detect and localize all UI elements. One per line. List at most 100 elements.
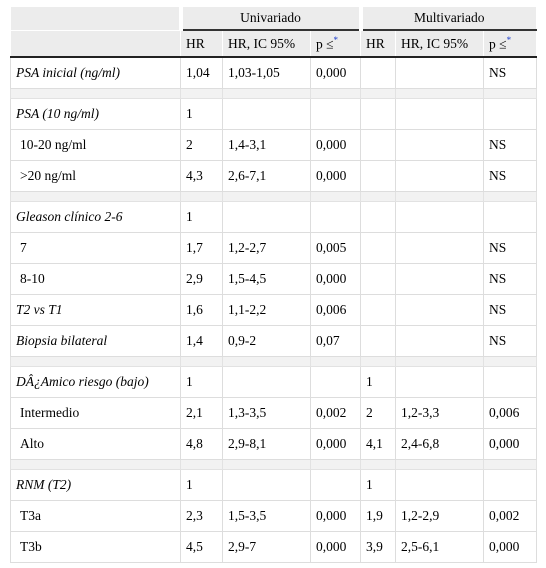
row-label: T3b bbox=[10, 531, 181, 563]
table-row: >20 ng/ml 4,3 2,6-7,1 0,000 NS bbox=[10, 160, 538, 192]
empty-cell bbox=[360, 263, 397, 295]
table-cell: 3,9 bbox=[360, 531, 397, 563]
table-cell: 0,006 bbox=[483, 397, 538, 429]
table-cell: 0,000 bbox=[309, 56, 362, 89]
table-cell: 0,000 bbox=[309, 263, 362, 295]
spacer-cell bbox=[395, 88, 485, 99]
empty-cell bbox=[222, 366, 311, 398]
table-cell: 1,2-3,3 bbox=[395, 397, 485, 429]
table-cell: 2,9-8,1 bbox=[222, 428, 311, 460]
group-header: Multivariado bbox=[358, 6, 538, 31]
results-table: Univariado Multivariado HR HR, IC 95% p ≤*… bbox=[10, 6, 538, 563]
table-cell: 1 bbox=[180, 98, 223, 130]
spacer-cell bbox=[309, 356, 362, 367]
empty-cell bbox=[395, 129, 485, 161]
spacer-cell bbox=[360, 459, 397, 470]
row-label: T2 vs T1 bbox=[10, 294, 181, 326]
column-header: p ≤* bbox=[483, 29, 538, 58]
table-row: Biopsia bilateral 1,4 0,9-2 0,07 NS bbox=[10, 325, 538, 357]
table-row: T3a 2,3 1,5-3,5 0,000 1,9 1,2-2,9 0,002 bbox=[10, 500, 538, 532]
row-label: Gleason clínico 2-6 bbox=[10, 201, 181, 233]
table-row: Intermedio 2,1 1,3-3,5 0,002 2 1,2-3,3 0,006 bbox=[10, 397, 538, 429]
table-cell: 2,9-7 bbox=[222, 531, 311, 563]
empty-cell bbox=[222, 201, 311, 233]
column-header: HR bbox=[360, 29, 397, 58]
table-cell: NS bbox=[483, 232, 538, 264]
table-cell: NS bbox=[483, 56, 538, 89]
table-cell: 0,002 bbox=[483, 500, 538, 532]
table-row: 8-10 2,9 1,5-4,5 0,000 NS bbox=[10, 263, 538, 295]
spacer-cell bbox=[395, 356, 485, 367]
empty-cell bbox=[360, 98, 397, 130]
column-label: HR, IC 95% bbox=[228, 35, 296, 51]
table-cell: 1,9 bbox=[360, 500, 397, 532]
row-label: 7 bbox=[10, 232, 181, 264]
empty-cell bbox=[395, 294, 485, 326]
table-cell: 0,006 bbox=[309, 294, 362, 326]
row-label: 8-10 bbox=[10, 263, 181, 295]
table-cell: 0,000 bbox=[309, 129, 362, 161]
spacer-cell bbox=[309, 191, 362, 202]
table-cell: 0,000 bbox=[483, 531, 538, 563]
spacer-cell bbox=[483, 356, 538, 367]
empty-cell bbox=[483, 366, 538, 398]
table-cell: 0,000 bbox=[309, 500, 362, 532]
spacer-cell bbox=[222, 191, 311, 202]
table-cell: 1,2-2,7 bbox=[222, 232, 311, 264]
corner bbox=[10, 29, 181, 58]
table-cell: 0,005 bbox=[309, 232, 362, 264]
empty-cell bbox=[395, 160, 485, 192]
corner bbox=[10, 6, 181, 31]
empty-cell bbox=[395, 232, 485, 264]
table-cell: 2,4-6,8 bbox=[395, 428, 485, 460]
table-cell: 2 bbox=[180, 129, 223, 161]
spacer-cell bbox=[395, 459, 485, 470]
footnote-link: * bbox=[333, 34, 339, 45]
table-cell: 0,000 bbox=[309, 531, 362, 563]
column-label: HR bbox=[366, 35, 385, 51]
table-cell: 1,5-4,5 bbox=[222, 263, 311, 295]
spacer-cell bbox=[309, 459, 362, 470]
row-label: PSA (10 ng/ml) bbox=[10, 98, 181, 130]
spacer-cell bbox=[483, 191, 538, 202]
spacer-cell bbox=[395, 191, 485, 202]
table-cell: 0,07 bbox=[309, 325, 362, 357]
empty-cell bbox=[222, 469, 311, 501]
table-cell: 1,1-2,2 bbox=[222, 294, 311, 326]
row-label: DÂ¿Amico riesgo (bajo) bbox=[10, 366, 181, 398]
table-cell: 0,000 bbox=[309, 428, 362, 460]
table-cell: 0,002 bbox=[309, 397, 362, 429]
column-label: HR, IC 95% bbox=[401, 35, 469, 51]
spacer-cell bbox=[360, 191, 397, 202]
table-cell: NS bbox=[483, 294, 538, 326]
table-row: DÂ¿Amico riesgo (bajo) 1 1 bbox=[10, 366, 538, 398]
spacer-cell bbox=[360, 356, 397, 367]
empty-cell bbox=[395, 469, 485, 501]
table-cell: 1 bbox=[360, 469, 397, 501]
table-row: Gleason clínico 2-6 1 bbox=[10, 201, 538, 233]
column-label: p ≤ bbox=[316, 36, 334, 52]
table-cell: 2,5-6,1 bbox=[395, 531, 485, 563]
column-label: p ≤ bbox=[489, 36, 507, 52]
empty-cell bbox=[309, 469, 362, 501]
spacer-cell bbox=[309, 88, 362, 99]
column-header: HR, IC 95% bbox=[222, 29, 311, 58]
table-row: T3b 4,5 2,9-7 0,000 3,9 2,5-6,1 0,000 bbox=[10, 531, 538, 563]
spacer-cell bbox=[10, 191, 181, 202]
group-header: Univariado bbox=[178, 6, 362, 31]
table-cell: 1,5-3,5 bbox=[222, 500, 311, 532]
table-cell: 1,6 bbox=[180, 294, 223, 326]
spacer-row bbox=[10, 191, 538, 202]
empty-cell bbox=[483, 201, 538, 233]
empty-cell bbox=[483, 98, 538, 130]
table-cell: 1,4-3,1 bbox=[222, 129, 311, 161]
empty-cell bbox=[483, 469, 538, 501]
empty-cell bbox=[360, 325, 397, 357]
column-header: HR, IC 95% bbox=[395, 29, 485, 58]
spacer-row bbox=[10, 356, 538, 367]
table-cell: 0,000 bbox=[483, 428, 538, 460]
spacer-cell bbox=[222, 356, 311, 367]
spacer-cell bbox=[360, 88, 397, 99]
empty-cell bbox=[309, 366, 362, 398]
